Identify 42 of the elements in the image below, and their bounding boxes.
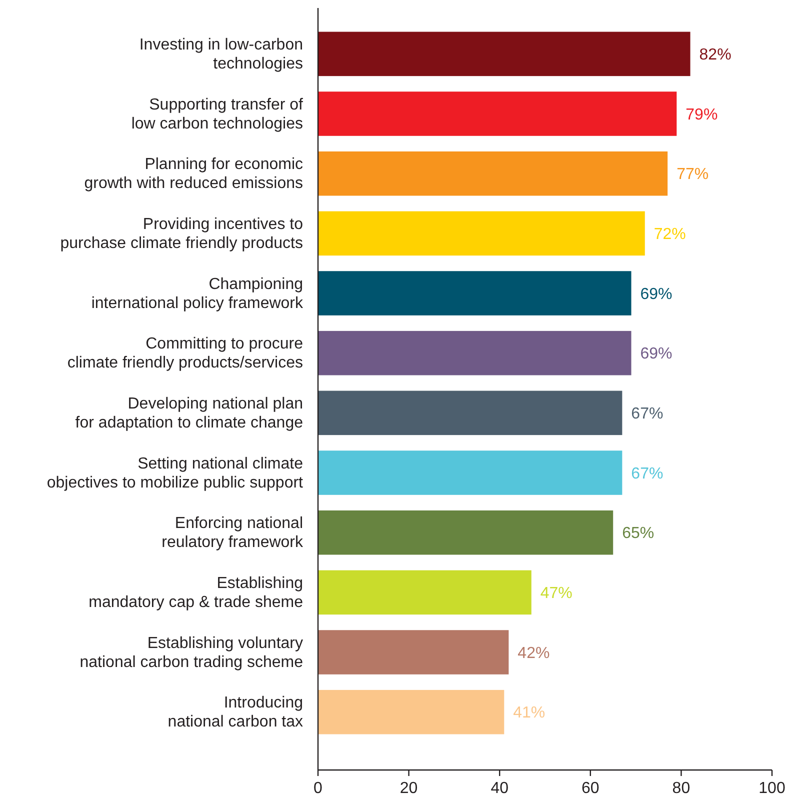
- bar: [318, 92, 677, 136]
- data-label: 67%: [631, 406, 664, 423]
- bar: [318, 630, 509, 674]
- x-tick-label: 60: [582, 780, 600, 797]
- bar: [318, 450, 622, 495]
- data-label: 72%: [654, 226, 686, 244]
- bar: [318, 271, 632, 316]
- data-label: 42%: [518, 644, 550, 662]
- y-tick-label: Planning for economic growth with reduced emissions: [84, 156, 303, 192]
- x-tick-label: 20: [400, 780, 418, 797]
- bar: [318, 390, 622, 436]
- bar: [318, 570, 532, 615]
- data-label: 69%: [640, 346, 672, 363]
- data-label: 77%: [676, 166, 709, 184]
- y-tick-label: Introducing national carbon tax: [168, 694, 303, 731]
- bar: [318, 32, 690, 76]
- y-tick-label: Investing in low-carbon technologies: [139, 36, 303, 72]
- data-label: 47%: [540, 585, 572, 602]
- y-tick-label: Establishing voluntary national carbon trading scheme: [80, 634, 304, 671]
- bar: [318, 211, 645, 256]
- bar: [318, 510, 614, 555]
- data-label: 41%: [513, 704, 546, 722]
- y-tick-label: Committing to procure climate friendly products/services: [67, 336, 304, 372]
- y-tick-label: Establishing mandatory cap & trade sheme: [88, 574, 304, 611]
- x-tick-label: 0: [314, 780, 323, 797]
- data-label: 82%: [699, 46, 732, 64]
- y-tick-label: Enforcing national reulatory framework: [162, 515, 304, 552]
- data-label: 79%: [686, 106, 718, 124]
- y-tick-label: Developing national plan for adaptation to climate change: [75, 395, 304, 432]
- y-tick-label: Championing international policy framework: [91, 276, 304, 312]
- y-tick-label: Setting national climate objectives to mobilize public support: [46, 455, 304, 492]
- x-tick-label: 40: [490, 780, 509, 797]
- bar: [318, 151, 668, 196]
- x-tick-label: 80: [672, 780, 690, 797]
- bar: [318, 690, 504, 734]
- y-tick-label: Providing incentives to purchase climate friendly products: [60, 216, 304, 252]
- y-tick-label: Supporting transfer of low carbon technologies: [131, 96, 304, 132]
- bar: [318, 330, 632, 376]
- x-tick-label: 100: [758, 780, 786, 797]
- data-label: 69%: [640, 286, 672, 303]
- data-label: 65%: [622, 525, 654, 542]
- data-label: 67%: [631, 465, 664, 482]
